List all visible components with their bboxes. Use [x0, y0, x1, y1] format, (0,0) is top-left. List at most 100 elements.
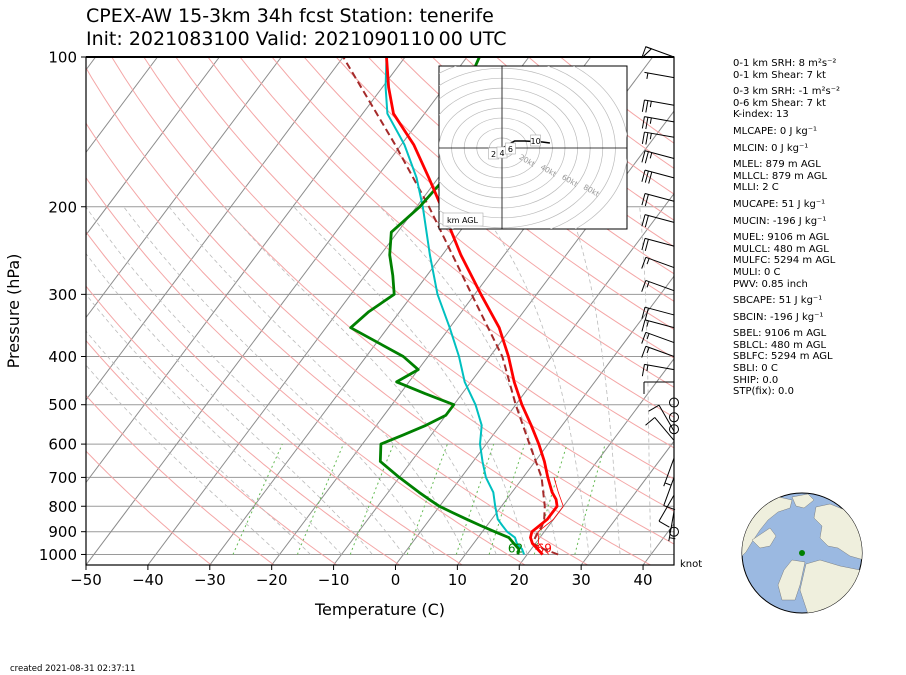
wind-barb-half-flag — [649, 152, 653, 159]
index-row: MLCIN: 0 J kg⁻¹ — [733, 142, 809, 154]
y-tick-label: 700 — [48, 469, 77, 487]
y-tick-label: 200 — [48, 198, 77, 216]
wind-barb-half-flag — [664, 482, 671, 486]
greenland-land — [791, 493, 815, 509]
isotherm-line — [86, 57, 220, 236]
y-tick-label: 1000 — [39, 546, 77, 564]
moist-adiabat-line — [123, 206, 435, 555]
index-row: SBLCL: 480 m AGL — [733, 339, 827, 351]
y-tick-label: 900 — [48, 523, 77, 541]
wind-barb-flag — [644, 194, 649, 207]
y-tick-label: 500 — [48, 396, 77, 414]
barb-unit-label: knot — [680, 559, 703, 570]
calm-wind-circle — [669, 397, 679, 408]
hodograph-height-label: 4 — [499, 149, 504, 158]
surface-dewpoint-label: 62 — [508, 541, 523, 555]
isotherm-line — [518, 357, 674, 565]
wind-barb-flag — [641, 257, 647, 269]
station-marker — [799, 550, 805, 556]
hodograph-height-box — [530, 134, 541, 147]
wind-barb-flag — [641, 238, 646, 251]
moist-adiabat-line — [379, 206, 559, 555]
dry-adiabat-line — [399, 57, 674, 275]
wind-barb-flag — [644, 307, 649, 320]
wind-barb-half-flag — [646, 281, 650, 288]
hodograph-height-label: 10 — [531, 137, 541, 146]
isotherm-line — [333, 110, 674, 565]
index-row: MLLI: 2 C — [733, 182, 779, 194]
wind-barb-pennant — [641, 46, 653, 59]
chart-title-line1: CPEX-AW 15-3km 34h fcst Station: tenerif… — [86, 5, 494, 27]
wind-barb-staff — [645, 331, 675, 344]
wind-barb-flag — [641, 307, 646, 319]
south-america-land — [777, 559, 806, 601]
hodograph-height-label: 2 — [491, 150, 496, 159]
parcel-path-line — [342, 57, 559, 556]
y-tick-label: 600 — [48, 436, 77, 454]
index-row: PWV: 0.85 inch — [733, 278, 808, 290]
dry-adiabat-line — [86, 394, 275, 565]
hodograph-height-box — [505, 142, 516, 155]
x-tick-label: 40 — [634, 571, 653, 589]
index-row: MULI: 0 C — [733, 266, 781, 278]
dry-adiabat-line — [271, 57, 674, 388]
index-row: MULFC: 5294 m AGL — [733, 255, 836, 267]
index-row: MLEL: 879 m AGL — [733, 159, 821, 171]
wind-barb-half-flag — [646, 347, 650, 354]
moist-adiabat-line — [568, 206, 621, 555]
calm-wind-circle — [669, 424, 679, 435]
dry-adiabat-line — [86, 122, 588, 565]
wind-barb-flag — [641, 193, 646, 206]
wind-barb-half-flag — [649, 133, 652, 140]
wind-barb-staff — [663, 457, 675, 487]
isotherm-line — [86, 57, 282, 319]
wind-barb-half-flag — [646, 333, 650, 340]
surface-temperature-label: 69 — [537, 541, 552, 555]
hodograph-frame — [438, 65, 628, 230]
wind-barb-staff — [644, 193, 675, 202]
wind-barb-staff — [658, 494, 675, 522]
x-tick-label: −40 — [132, 571, 164, 589]
moist-adiabat-line — [478, 206, 590, 555]
wind-barb-flag — [648, 404, 660, 412]
mixing-ratio-line — [349, 443, 395, 555]
wind-barb-staff — [644, 237, 675, 247]
wind-barb-flag — [648, 171, 653, 184]
dry-adiabat-line — [86, 176, 526, 565]
mixing-ratio-line — [296, 443, 344, 555]
wind-barb-staff — [644, 319, 675, 329]
mixing-ratio-line — [455, 443, 495, 555]
wind-barb-flag — [641, 280, 647, 292]
hodograph-height-label: 6 — [508, 145, 513, 154]
wind-barb-flag — [641, 150, 646, 163]
x-tick-label: 0 — [391, 571, 401, 589]
x-tick-label: −30 — [194, 571, 226, 589]
index-row: 0-3 km SRH: -1 m²s⁻² — [733, 86, 840, 98]
wind-barb-flag — [645, 100, 649, 113]
isotherm-line — [86, 57, 406, 484]
wind-barb-staff — [644, 150, 675, 160]
x-axis-label: Temperature (C) — [314, 600, 445, 619]
index-row: SHIP: 0.0 — [733, 374, 779, 386]
calm-wind-circle — [669, 526, 679, 537]
wind-barb-staff — [644, 306, 675, 316]
mixing-ratio-line — [406, 443, 448, 555]
x-tick-label: −10 — [318, 571, 350, 589]
wind-barb-staff — [644, 99, 675, 106]
wetbulb-line — [384, 57, 526, 555]
dry-adiabat-line — [86, 285, 400, 565]
wind-barb-flag — [644, 170, 649, 183]
dry-adiabat-line — [86, 231, 463, 565]
wind-barb-staff — [644, 116, 675, 123]
wind-barb-flag — [641, 116, 645, 129]
index-row: SBLI: 0 C — [733, 363, 778, 375]
wind-barb-staff — [644, 131, 675, 138]
dry-adiabat-line — [143, 57, 674, 512]
wind-barb-flag — [641, 99, 645, 112]
wind-barb-flag — [641, 332, 647, 344]
wind-barb-flag — [645, 417, 656, 426]
index-row: MUCAPE: 51 J kg⁻¹ — [733, 198, 826, 210]
calm-wind-circle — [669, 412, 679, 423]
moist-adiabat-line — [86, 206, 404, 555]
profile-lines — [342, 57, 564, 556]
